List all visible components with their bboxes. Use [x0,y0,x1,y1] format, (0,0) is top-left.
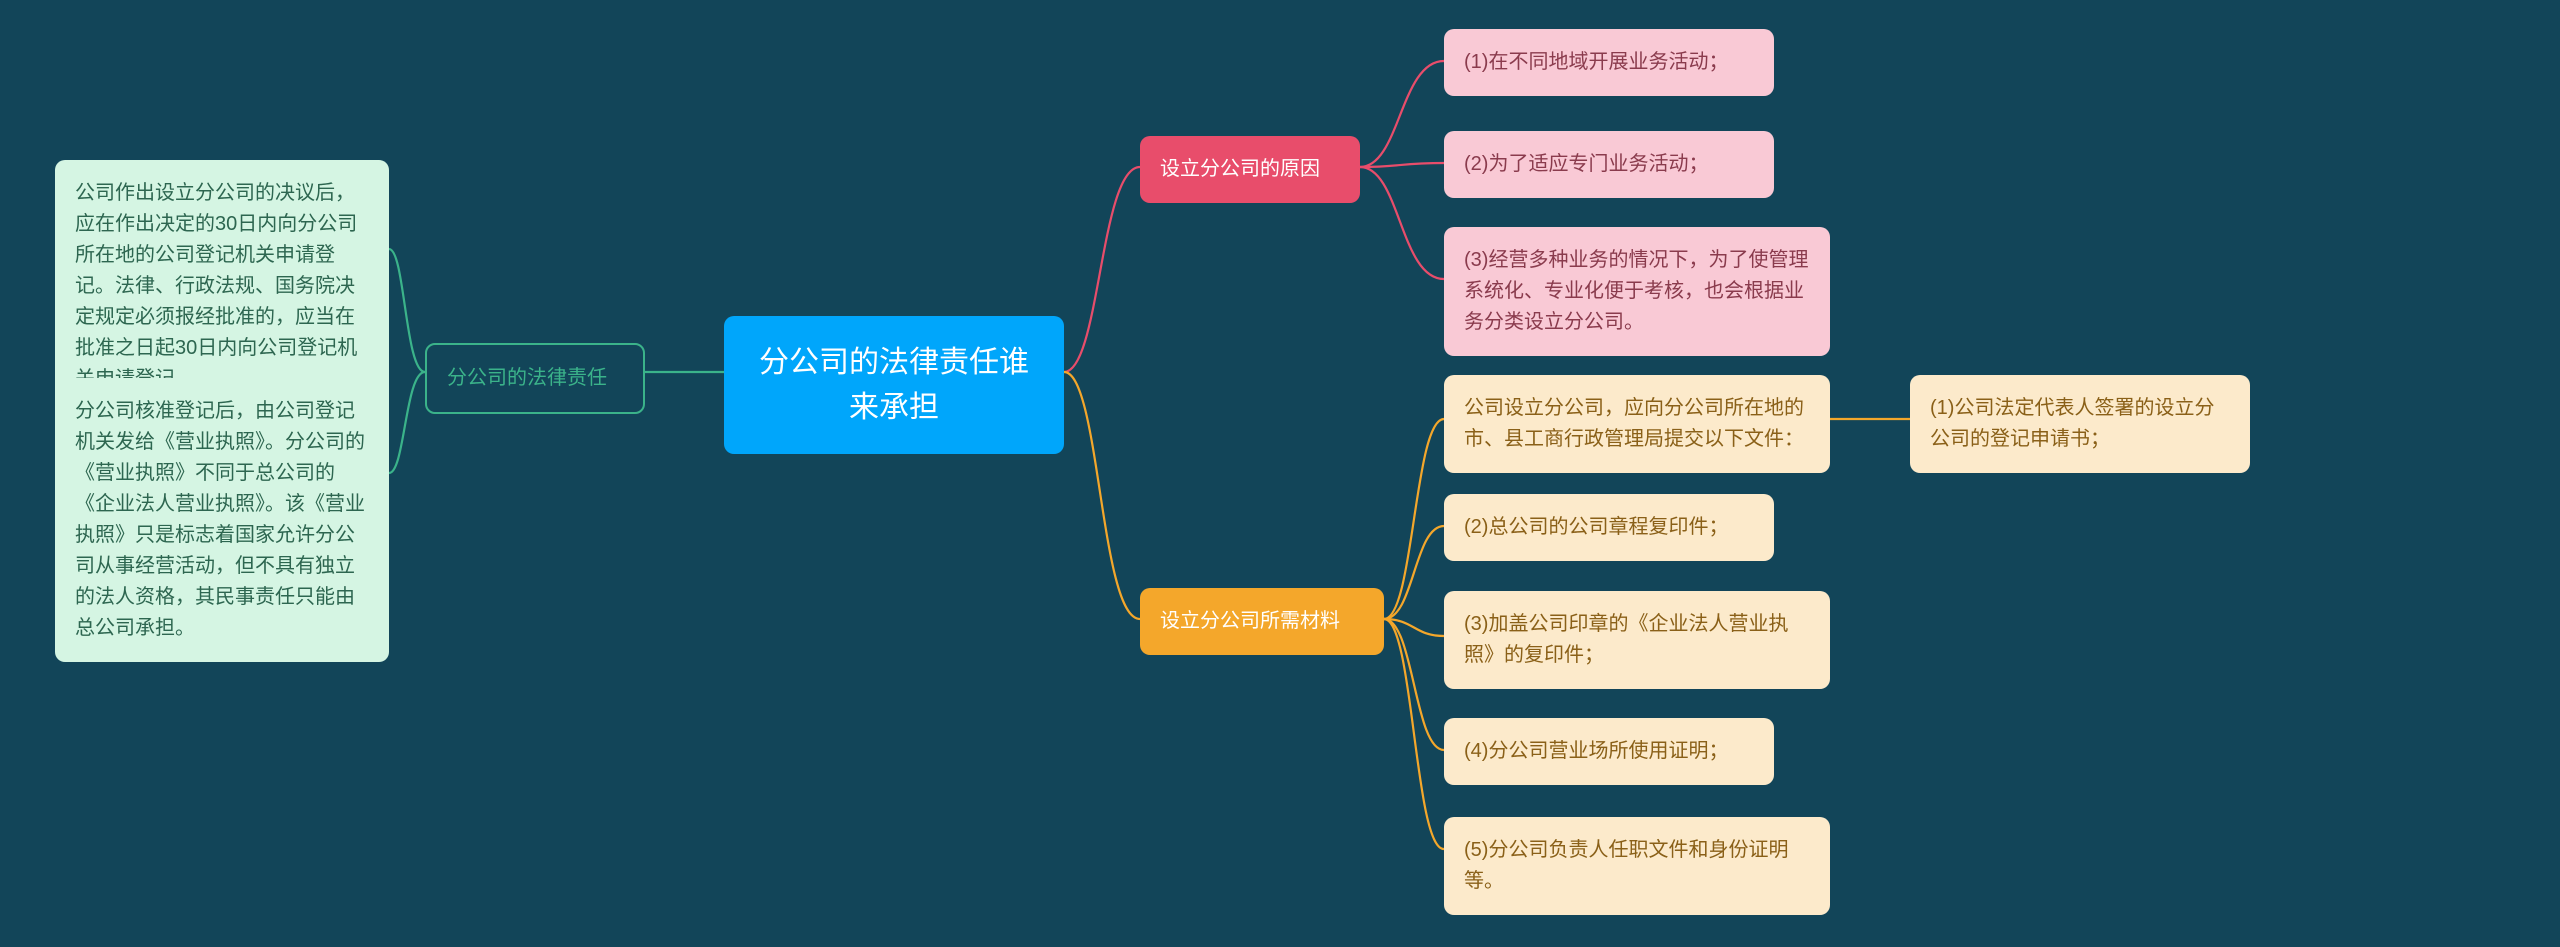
legal-leaf-1: 分公司核准登记后，由公司登记机关发给《营业执照》。分公司的《营业执照》不同于总公… [55,378,389,662]
branch-materials[interactable]: 设立分公司所需材料 [1140,588,1384,655]
root-node[interactable]: 分公司的法律责任谁来承担 [724,316,1064,454]
material-leaf-1: (2)总公司的公司章程复印件； [1444,494,1774,561]
material-leaf-4: (5)分公司负责人任职文件和身份证明等。 [1444,817,1830,915]
material-leaf-3: (4)分公司营业场所使用证明； [1444,718,1774,785]
branch-reasons[interactable]: 设立分公司的原因 [1140,136,1360,203]
reason-leaf-1: (2)为了适应专门业务活动； [1444,131,1774,198]
reason-leaf-0: (1)在不同地域开展业务活动； [1444,29,1774,96]
branch-legal-responsibility[interactable]: 分公司的法律责任 [425,343,645,414]
material-leaf-2: (3)加盖公司印章的《企业法人营业执照》的复印件； [1444,591,1830,689]
material-leaf-0-0: (1)公司法定代表人签署的设立分公司的登记申请书； [1910,375,2250,473]
legal-leaf-0: 公司作出设立分公司的决议后，应在作出决定的30日内向分公司所在地的公司登记机关申… [55,160,389,413]
reason-leaf-2: (3)经营多种业务的情况下，为了使管理系统化、专业化便于考核，也会根据业务分类设… [1444,227,1830,356]
material-leaf-0: 公司设立分公司，应向分公司所在地的市、县工商行政管理局提交以下文件： [1444,375,1830,473]
